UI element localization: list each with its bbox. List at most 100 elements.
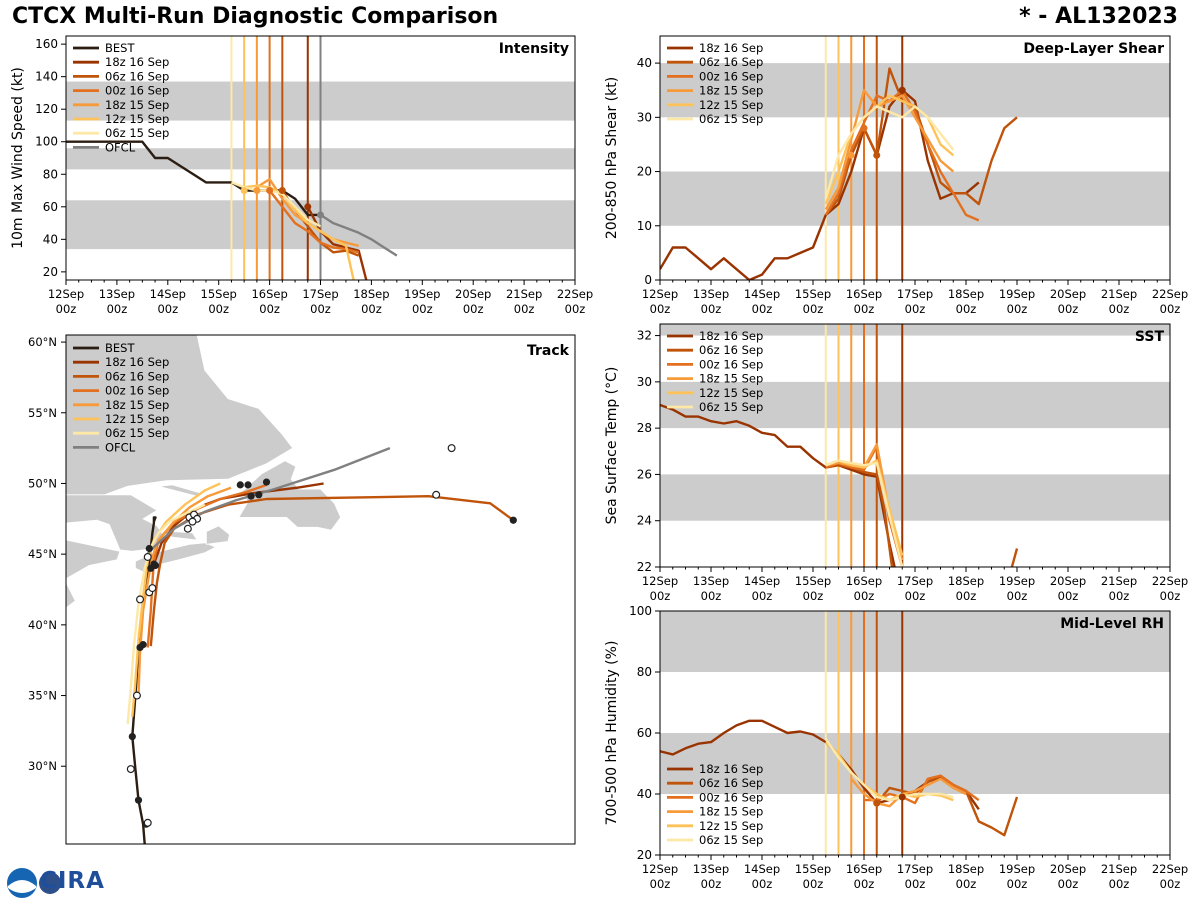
intensity-xtick-sublabel-9: 00z (514, 302, 535, 316)
rh-xtick-sublabel-5: 00z (905, 877, 926, 891)
rh-xtick-label-4: 16Sep (846, 862, 882, 876)
intensity-chart: 12Sep00z13Sep00z14Sep00z15Sep00z16Sep00z… (10, 35, 593, 316)
sst-legend-label-0: 18z 16 Sep (699, 329, 763, 343)
intensity-marker-0 (240, 187, 248, 195)
rh-marker-1 (898, 793, 906, 801)
rh-xtick-label-6: 18Sep (948, 862, 984, 876)
track-legend-label-3: 00z 16 Sep (105, 384, 169, 398)
sst-xtick-label-5: 17Sep (897, 574, 933, 588)
sst-legend-label-5: 06z 15 Sep (699, 400, 763, 414)
intensity-ytick-label-7: 160 (35, 37, 58, 51)
rh-xtick-sublabel-2: 00z (752, 877, 773, 891)
shear-xtick-sublabel-3: 00z (803, 302, 824, 316)
track-point-open-10 (183, 524, 192, 533)
track-point-open-1 (126, 765, 135, 774)
intensity-xtick-label-0: 12Sep (48, 287, 84, 301)
rh-marker-0 (873, 799, 881, 807)
track-legend-label-2: 06z 16 Sep (105, 369, 169, 383)
rh-xtick-sublabel-10: 00z (1160, 877, 1181, 891)
shear-marker-2 (873, 151, 881, 159)
rh-xtick-sublabel-9: 00z (1109, 877, 1130, 891)
track-land-4 (205, 525, 230, 545)
rh-xtick-label-7: 19Sep (999, 862, 1035, 876)
track-land-6 (66, 539, 121, 609)
intensity-ylabel: 10m Max Wind Speed (kt) (10, 67, 26, 249)
track-series-7 (143, 446, 391, 558)
shear-xtick-label-8: 20Sep (1050, 287, 1086, 301)
sst-series-0 (660, 403, 896, 567)
intensity-legend-label-4: 18z 15 Sep (105, 98, 169, 112)
intensity-ytick-label-4: 100 (35, 135, 58, 149)
rh-xtick-label-5: 17Sep (897, 862, 933, 876)
intensity-xtick-sublabel-0: 00z (56, 302, 77, 316)
intensity-legend-label-7: OFCL (105, 140, 136, 154)
track-point-filled-1 (134, 796, 143, 804)
sst-xtick-label-7: 19Sep (999, 574, 1035, 588)
shear-series-5 (824, 105, 955, 200)
shear-legend-label-5: 06z 15 Sep (699, 112, 763, 126)
rh-series-3 (850, 777, 967, 808)
intensity-xtick-sublabel-1: 00z (107, 302, 128, 316)
sst-xtick-sublabel-3: 00z (803, 589, 824, 603)
shear-legend-label-1: 06z 16 Sep (699, 55, 763, 69)
sst-xtick-label-1: 13Sep (693, 574, 729, 588)
rh-chart: 12Sep00z13Sep00z14Sep00z15Sep00z16Sep00z… (604, 604, 1188, 891)
shear-xtick-label-3: 15Sep (795, 287, 831, 301)
intensity-xtick-sublabel-7: 00z (412, 302, 433, 316)
intensity-xtick-sublabel-4: 00z (259, 302, 280, 316)
cira-logo-globe (39, 872, 61, 894)
rh-xtick-label-9: 21Sep (1101, 862, 1137, 876)
intensity-xtick-label-5: 17Sep (302, 287, 338, 301)
track-legend-label-1: 18z 16 Sep (105, 355, 169, 369)
shear-xtick-label-4: 16Sep (846, 287, 882, 301)
sst-xtick-label-4: 16Sep (846, 574, 882, 588)
shear-legend-label-2: 00z 16 Sep (699, 69, 763, 83)
noaa-logo-wave (8, 880, 36, 893)
track-point-filled-2 (128, 732, 136, 741)
intensity-legend-label-6: 06z 15 Sep (105, 126, 169, 140)
intensity-xtick-label-8: 20Sep (455, 287, 491, 301)
rh-ytick-label-3: 80 (637, 665, 652, 679)
rh-legend-label-5: 06z 15 Sep (699, 833, 763, 847)
intensity-xtick-sublabel-6: 00z (361, 302, 382, 316)
shear-ytick-label-0: 0 (644, 273, 652, 287)
intensity-ytick-label-5: 120 (35, 102, 58, 116)
rh-series-5 (824, 738, 954, 802)
intensity-xtick-sublabel-2: 00z (157, 302, 178, 316)
intensity-legend-label-2: 06z 16 Sep (105, 69, 169, 83)
rh-legend-label-2: 00z 16 Sep (699, 790, 763, 804)
shear-xtick-label-7: 19Sep (999, 287, 1035, 301)
shear-title: Deep-Layer Shear (1023, 41, 1164, 57)
rh-xtick-label-2: 14Sep (744, 862, 780, 876)
shear-xtick-sublabel-5: 00z (905, 302, 926, 316)
intensity-marker-5 (317, 211, 324, 219)
rh-xtick-sublabel-3: 00z (803, 877, 824, 891)
intensity-xtick-label-10: 22Sep (557, 287, 593, 301)
track-point-open-2 (132, 691, 141, 700)
track-lat-label-6: 60°N (28, 335, 57, 349)
shear-xtick-label-5: 17Sep (897, 287, 933, 301)
track-point-open-13 (143, 552, 152, 561)
rh-ytick-label-4: 100 (629, 604, 652, 618)
track-point-filled-11 (262, 478, 271, 486)
intensity-legend-label-0: BEST (105, 41, 135, 55)
sst-band-1 (660, 381, 1170, 429)
intensity-series-5 (243, 184, 355, 280)
shear-ytick-label-3: 30 (637, 110, 652, 124)
sst-ytick-label-0: 22 (637, 560, 652, 574)
shear-xtick-sublabel-2: 00z (752, 302, 773, 316)
intensity-title: Intensity (499, 41, 569, 57)
track-point-open-0 (143, 818, 152, 827)
track-lat-label-2: 40°N (28, 618, 57, 632)
sst-band-0 (660, 474, 1170, 521)
sst-ytick-label-1: 24 (637, 514, 652, 528)
intensity-ytick-label-0: 20 (43, 265, 58, 279)
sst-xtick-label-2: 14Sep (744, 574, 780, 588)
track-legend-label-6: 06z 15 Sep (105, 426, 169, 440)
shear-xtick-sublabel-7: 00z (1007, 302, 1028, 316)
shear-ylabel: 200-850 hPa Shear (kt) (604, 77, 620, 239)
sst-xtick-label-6: 18Sep (948, 574, 984, 588)
sst-series-6 (825, 459, 904, 567)
intensity-xtick-label-6: 18Sep (353, 287, 389, 301)
track-point-filled-8 (151, 561, 160, 570)
